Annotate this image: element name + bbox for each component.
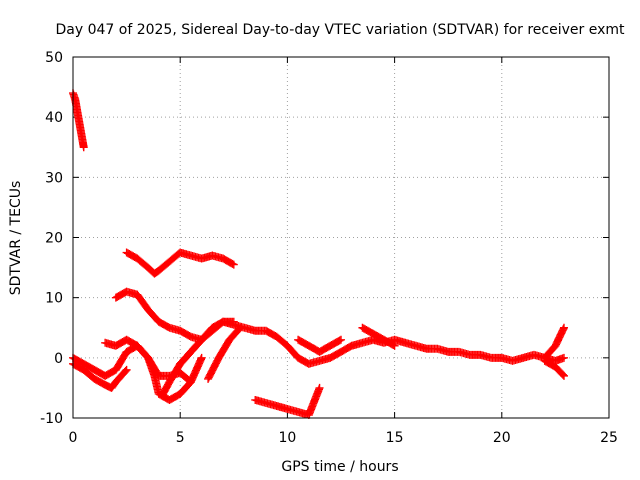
- x-tick-label: 10: [278, 430, 296, 446]
- x-tick-label: 0: [69, 430, 78, 446]
- series-track-i: [204, 323, 245, 383]
- data-point: [558, 370, 567, 379]
- y-tick-label: 0: [54, 351, 63, 367]
- grid-lines: [73, 57, 609, 418]
- data-point: [197, 353, 206, 362]
- series-track-a: [69, 89, 88, 152]
- data-point: [236, 323, 245, 332]
- data-point: [315, 383, 324, 392]
- series-track-j: [251, 383, 324, 419]
- y-tick-label: 50: [45, 50, 63, 66]
- data-point: [235, 324, 244, 333]
- chart-title: Day 047 of 2025, Sidereal Day-to-day VTE…: [56, 22, 626, 38]
- data-point: [559, 323, 568, 332]
- series-track-b: [122, 248, 238, 278]
- series-track-m: [540, 323, 568, 362]
- series-track-k: [294, 335, 345, 356]
- x-tick-label: 20: [493, 430, 511, 446]
- series-track-c: [111, 287, 206, 344]
- data-point: [122, 365, 131, 374]
- x-tick-label: 15: [386, 430, 404, 446]
- data-series: [69, 89, 568, 419]
- data-point: [389, 341, 398, 350]
- data-point: [79, 143, 88, 152]
- series-track-n: [540, 356, 568, 380]
- y-tick-label: -10: [40, 411, 63, 427]
- x-axis-label: GPS time / hours: [281, 459, 398, 475]
- data-point: [559, 353, 568, 362]
- series-track-e: [69, 359, 131, 392]
- y-tick-label: 20: [45, 231, 63, 247]
- series-track-l: [358, 323, 399, 350]
- y-tick-label: 30: [45, 170, 63, 186]
- data-point: [335, 336, 344, 345]
- series-track-h: [159, 317, 238, 398]
- data-point: [229, 317, 238, 326]
- series-track-g: [176, 317, 568, 368]
- x-tick-label: 25: [600, 430, 618, 446]
- data-point: [559, 371, 568, 380]
- data-point: [121, 366, 130, 375]
- data-point: [390, 341, 399, 350]
- y-tick-label: 10: [45, 291, 63, 307]
- axis-ticks: 0 5 10 15 20 25 -10 0 10 20 30 40 50: [40, 50, 618, 446]
- plot-frame: [72, 56, 610, 419]
- data-point: [337, 335, 345, 344]
- data-point: [229, 260, 238, 269]
- series-track-d: [69, 341, 195, 386]
- series-track-f: [101, 335, 206, 404]
- y-tick-label: 40: [45, 110, 63, 126]
- x-tick-label: 5: [176, 430, 185, 446]
- data-point: [228, 259, 237, 268]
- y-axis-label: SDTVAR / TECUs: [8, 181, 24, 296]
